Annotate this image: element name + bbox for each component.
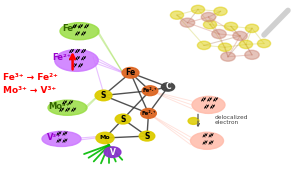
Text: C: C [165, 82, 171, 91]
Circle shape [257, 39, 271, 48]
Circle shape [214, 7, 227, 15]
Text: Fe³⁺ → Fe²⁺: Fe³⁺ → Fe²⁺ [3, 73, 58, 82]
Circle shape [221, 52, 235, 61]
Text: Fe³⁺: Fe³⁺ [62, 24, 81, 33]
Text: Mo³⁺: Mo³⁺ [49, 102, 70, 111]
Circle shape [141, 108, 156, 118]
Circle shape [170, 11, 184, 19]
Ellipse shape [190, 132, 224, 149]
Circle shape [139, 131, 155, 141]
Circle shape [191, 5, 205, 14]
Circle shape [224, 22, 238, 31]
Circle shape [142, 86, 158, 96]
Circle shape [245, 50, 259, 59]
Circle shape [188, 118, 199, 124]
Text: Mo: Mo [100, 136, 110, 140]
Circle shape [218, 43, 232, 51]
Circle shape [233, 31, 247, 40]
Ellipse shape [192, 96, 225, 113]
Text: delocalized
electron: delocalized electron [214, 115, 248, 125]
Text: S: S [120, 115, 126, 124]
Ellipse shape [55, 50, 98, 71]
Circle shape [122, 67, 139, 78]
Text: Mo³⁺ → V³⁺: Mo³⁺ → V³⁺ [3, 86, 56, 95]
Ellipse shape [48, 100, 87, 115]
Circle shape [95, 90, 112, 101]
Text: Fe²·⁺: Fe²·⁺ [143, 88, 157, 93]
Text: V³⁺: V³⁺ [47, 133, 62, 142]
Circle shape [96, 132, 114, 144]
Text: V: V [110, 148, 116, 157]
Text: S: S [101, 91, 106, 100]
Circle shape [104, 147, 121, 157]
Text: Fe²·⁺: Fe²·⁺ [141, 111, 156, 116]
Ellipse shape [42, 131, 81, 146]
Circle shape [239, 40, 253, 49]
Circle shape [180, 18, 195, 27]
Ellipse shape [60, 23, 99, 40]
Circle shape [201, 12, 216, 22]
Circle shape [197, 41, 211, 50]
Circle shape [203, 20, 217, 29]
Circle shape [115, 114, 131, 124]
Circle shape [161, 83, 175, 91]
Circle shape [245, 24, 259, 33]
Text: Fe²⁺: Fe²⁺ [52, 53, 72, 62]
Text: Fe: Fe [125, 68, 136, 77]
Text: S: S [144, 132, 150, 141]
Circle shape [212, 29, 226, 39]
